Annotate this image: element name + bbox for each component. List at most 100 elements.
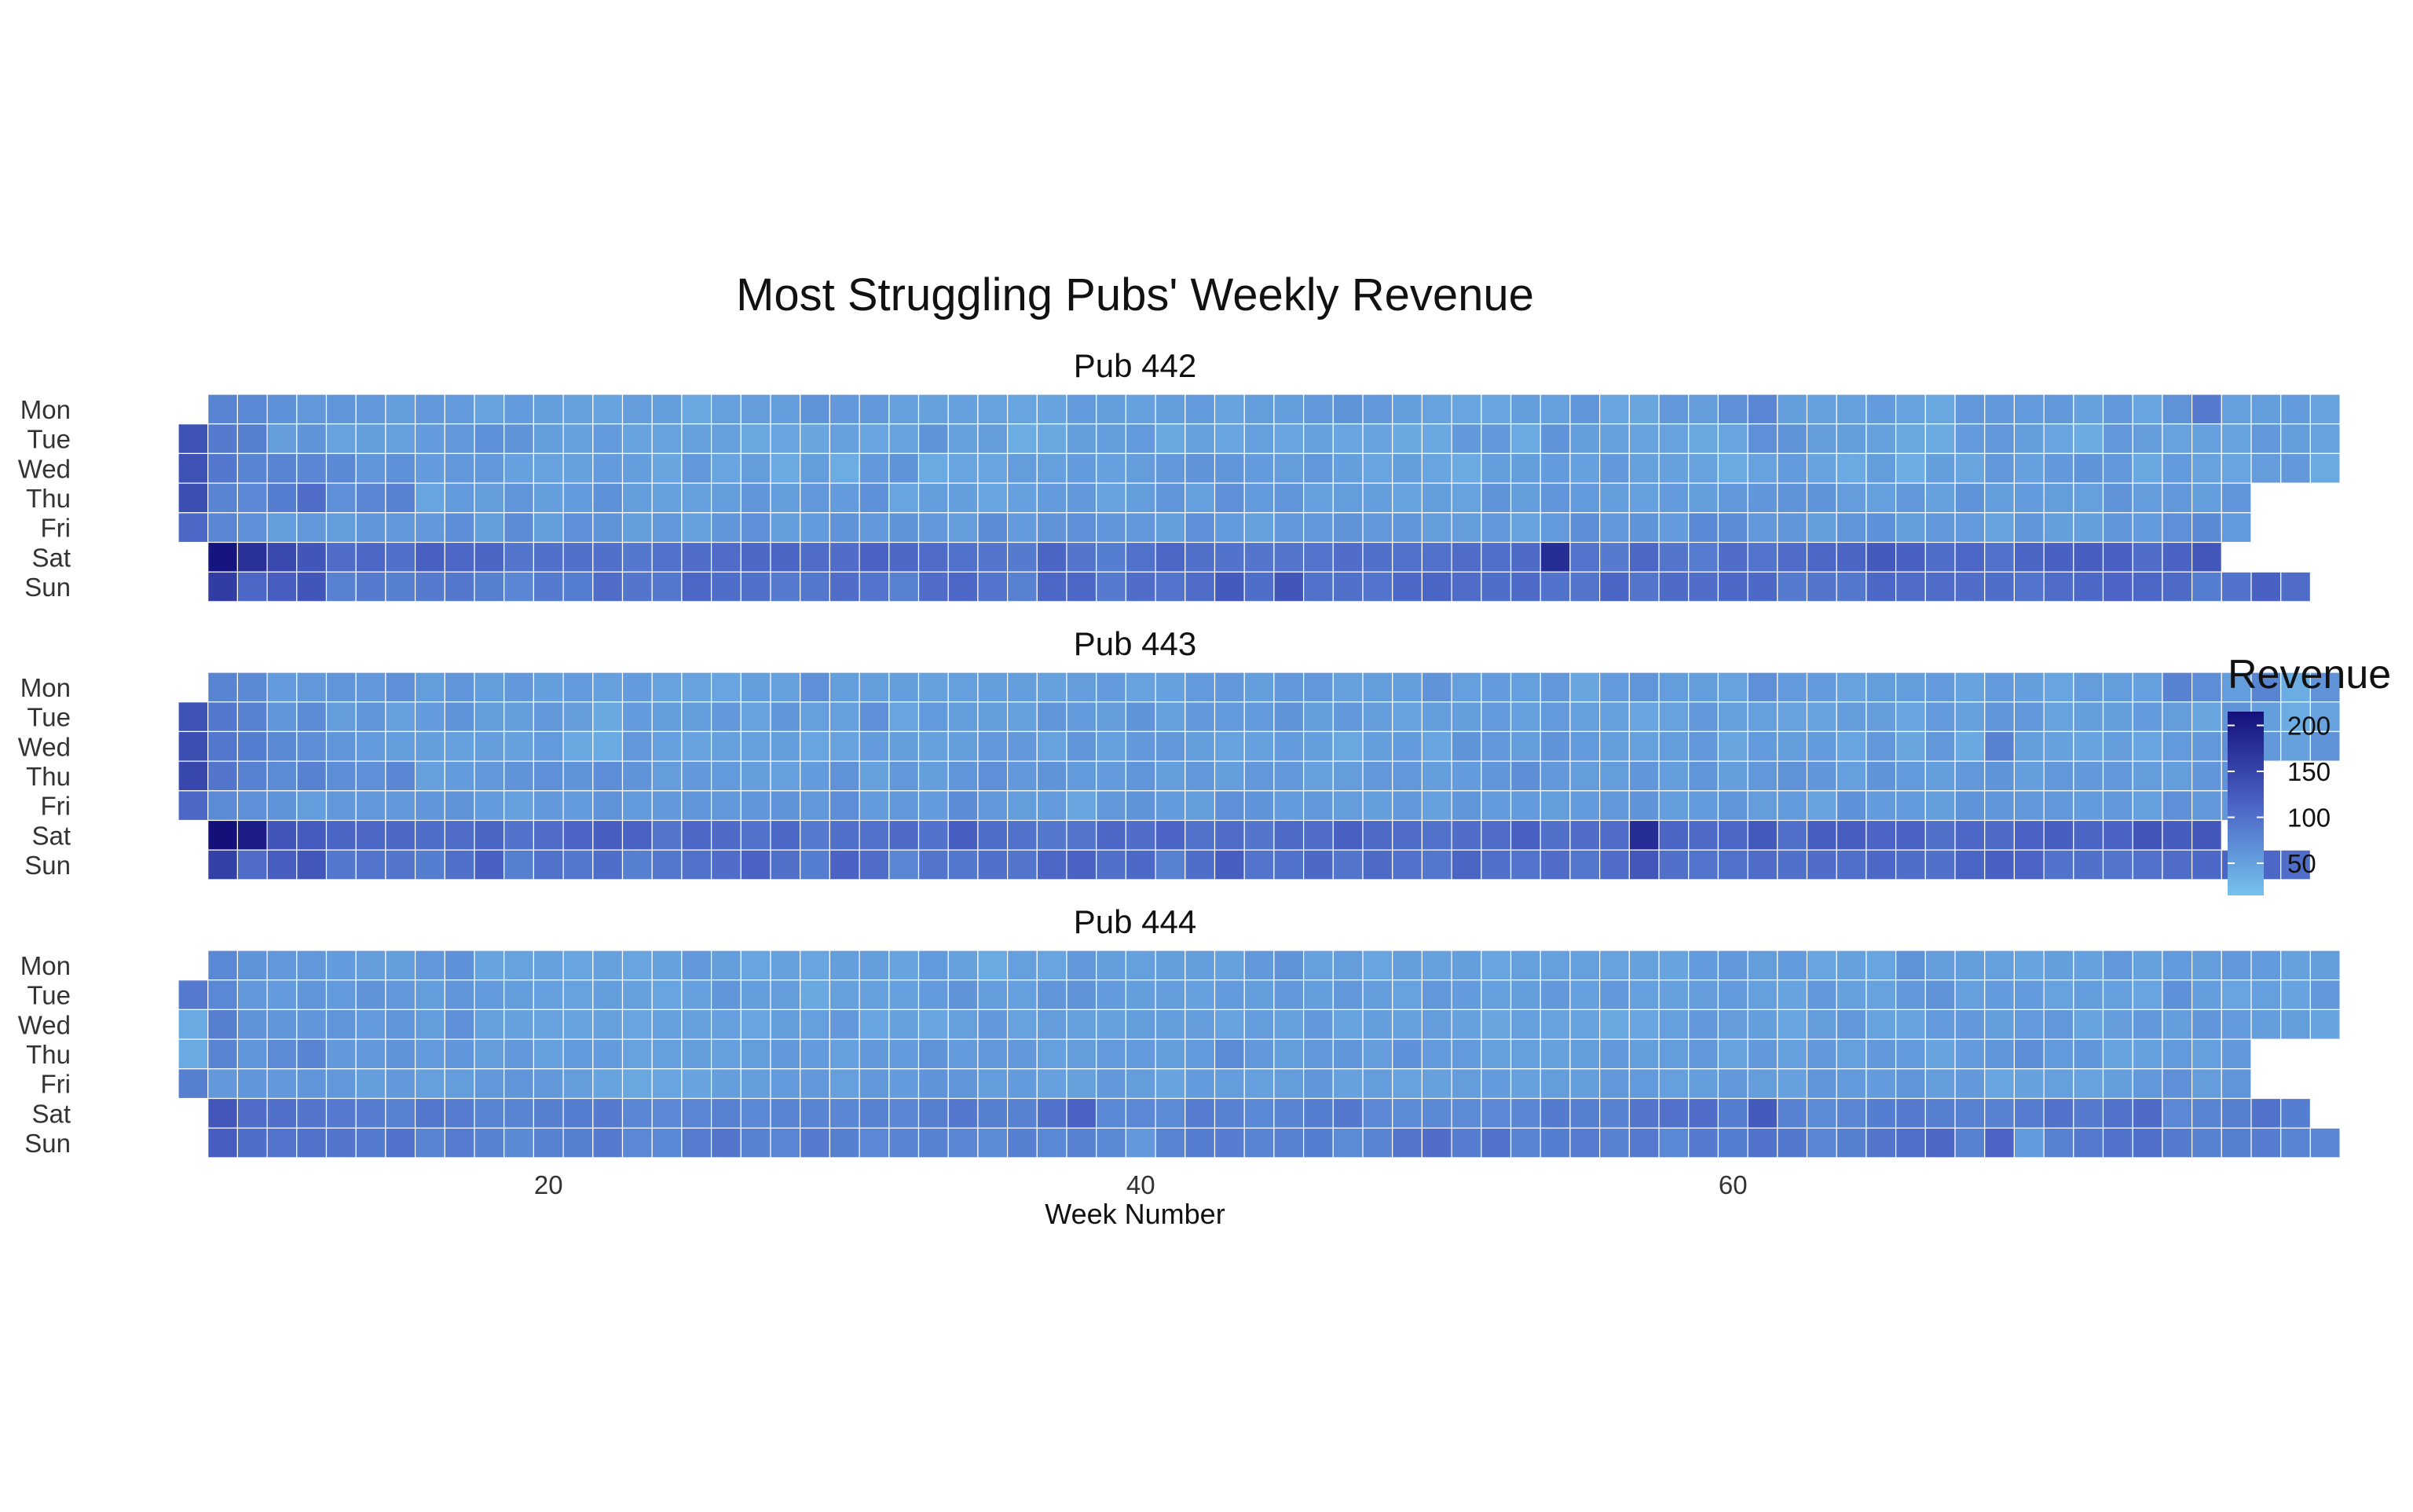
heat-cell (1806, 394, 1837, 425)
heat-cell (562, 979, 594, 1010)
heat-cell (562, 482, 594, 514)
heat-cell (888, 849, 920, 880)
heat-cell (2013, 1068, 2045, 1100)
heat-cell (2280, 1009, 2311, 1040)
heat-cell (385, 1009, 416, 1040)
heat-cell (1688, 1009, 1719, 1040)
heat-cell (1302, 1127, 1334, 1159)
heat-cell (1273, 571, 1305, 602)
heat-cell (2043, 950, 2074, 981)
heat-cell (1688, 1068, 1719, 1100)
heat-cell (414, 979, 445, 1010)
heat-cell (888, 701, 920, 733)
heat-cell (296, 950, 328, 981)
heat-cell (1598, 1097, 1630, 1129)
heat-cell (1540, 790, 1571, 822)
heat-cell (1332, 672, 1364, 703)
heat-cell (1747, 819, 1778, 851)
heat-cell (296, 760, 328, 792)
heat-cell (1006, 1038, 1038, 1070)
heat-cell (414, 1068, 445, 1100)
heat-cell (1185, 760, 1216, 792)
heat-cell (1421, 452, 1452, 484)
heat-cell (2221, 452, 2252, 484)
heat-cell (1125, 730, 1156, 762)
heat-cell (592, 512, 624, 544)
heat-cell (1036, 790, 1067, 822)
heat-cell (266, 701, 298, 733)
heat-cell (474, 849, 505, 880)
day-label: Sun (24, 1129, 71, 1158)
heat-cell (917, 423, 949, 455)
heat-cell (2191, 819, 2222, 851)
heat-cell (385, 452, 416, 484)
heat-cell (621, 482, 653, 514)
heat-cell (2221, 512, 2252, 544)
heat-cell (414, 571, 445, 602)
heat-cell (1451, 672, 1482, 703)
heat-cell (1688, 979, 1719, 1010)
heat-cell (178, 760, 209, 792)
heat-cell (1332, 394, 1364, 425)
heat-cell (1451, 1009, 1482, 1040)
heat-cell (1155, 394, 1186, 425)
heat-cell (1598, 701, 1630, 733)
heat-cell (770, 1068, 801, 1100)
heat-cell (1451, 950, 1482, 981)
heat-cell (1747, 1009, 1778, 1040)
heat-cell (562, 819, 594, 851)
heat-cell (770, 1097, 801, 1129)
heat-cell (1658, 672, 1690, 703)
heat-cell (592, 1038, 624, 1070)
heat-cell (1984, 730, 2015, 762)
heat-cell (770, 790, 801, 822)
heat-cell (770, 1127, 801, 1159)
heat-cell (829, 760, 860, 792)
heat-cell (444, 950, 475, 981)
heat-cell (1777, 849, 1808, 880)
heat-cell (2162, 482, 2193, 514)
heat-cell (1481, 1068, 1512, 1100)
heat-cell (1569, 423, 1601, 455)
heat-cell (2102, 672, 2133, 703)
heat-cell (1066, 1127, 1097, 1159)
heat-cell (2073, 423, 2104, 455)
heat-cell (1214, 849, 1245, 880)
heat-cell (1717, 1127, 1748, 1159)
heat-cell (2043, 1097, 2074, 1129)
heat-cell (1628, 394, 1660, 425)
heat-cell (385, 849, 416, 880)
heat-cell (829, 1009, 860, 1040)
heat-cell (2191, 394, 2222, 425)
heat-cell (1598, 571, 1630, 602)
heat-cell (236, 1127, 268, 1159)
heat-cell (1658, 1097, 1690, 1129)
heat-cell (325, 760, 357, 792)
heat-cell (2073, 979, 2104, 1010)
heat-cell (1866, 482, 1897, 514)
heat-cell (1421, 701, 1452, 733)
heat-cell (2221, 1127, 2252, 1159)
heat-cell (1273, 512, 1305, 544)
heat-cell (1510, 819, 1541, 851)
heat-cell (1125, 512, 1156, 544)
heat-cell (2162, 819, 2193, 851)
heat-cell (1866, 512, 1897, 544)
heat-cell (1836, 979, 1867, 1010)
heat-cell (1658, 1068, 1690, 1100)
heat-cell (1658, 1009, 1690, 1040)
heat-cell (444, 1038, 475, 1070)
heat-cell (355, 849, 386, 880)
heat-cell (325, 1009, 357, 1040)
heat-cell (2102, 760, 2133, 792)
heat-cell (740, 1068, 771, 1100)
heat-cell (503, 760, 535, 792)
heat-cell (1984, 482, 2015, 514)
heat-cell (1006, 1127, 1038, 1159)
heat-cell (2073, 849, 2104, 880)
heat-cell (1598, 979, 1630, 1010)
heat-cell (1540, 1097, 1571, 1129)
heat-cell (178, 482, 209, 514)
heat-cell (325, 482, 357, 514)
heat-cell (444, 760, 475, 792)
